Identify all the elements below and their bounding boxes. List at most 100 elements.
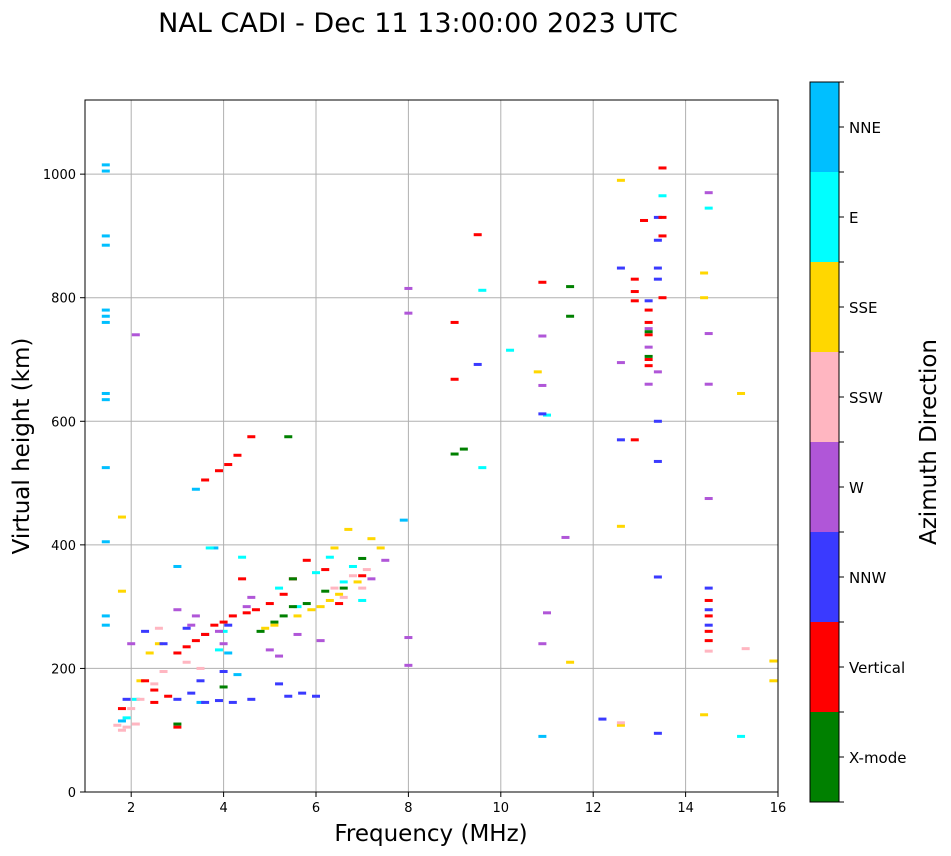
data-point xyxy=(353,580,362,584)
data-point xyxy=(224,651,233,655)
data-point xyxy=(538,334,547,338)
colorbar-segment xyxy=(810,712,839,802)
plot-frame xyxy=(84,99,779,793)
data-point xyxy=(279,614,288,618)
data-point xyxy=(616,361,625,365)
data-point xyxy=(704,639,713,643)
data-point xyxy=(376,546,385,550)
data-point xyxy=(450,377,459,381)
data-point xyxy=(769,659,778,663)
data-point xyxy=(658,296,667,300)
data-point xyxy=(700,296,709,300)
data-point xyxy=(769,679,778,683)
data-point xyxy=(141,629,150,633)
data-point xyxy=(219,685,228,689)
data-point xyxy=(704,629,713,633)
data-point xyxy=(101,314,110,318)
series-ssw xyxy=(113,568,750,732)
data-point xyxy=(644,320,653,324)
colorbar-tick-label: NNW xyxy=(849,569,886,587)
data-point xyxy=(367,577,376,581)
data-point xyxy=(219,620,228,624)
data-point xyxy=(644,382,653,386)
chart-title: NAL CADI - Dec 11 13:00:00 2023 UTC xyxy=(158,8,678,39)
data-point xyxy=(741,647,750,651)
data-point xyxy=(704,598,713,602)
data-point xyxy=(101,169,110,173)
data-point xyxy=(630,299,639,303)
data-point xyxy=(145,651,154,655)
data-point xyxy=(187,623,196,627)
data-point xyxy=(543,413,551,417)
data-point xyxy=(293,605,302,609)
data-point xyxy=(616,721,625,725)
data-point xyxy=(275,682,284,686)
data-point xyxy=(201,632,210,636)
plot-area: 2 4 6 8 10 12 14 16 0 200 400 600 800 1000 xyxy=(43,99,787,816)
y-axis-label: Virtual height (km) xyxy=(9,338,35,555)
data-point xyxy=(566,285,575,289)
data-point xyxy=(117,707,126,711)
data-point xyxy=(404,311,413,315)
colorbar-tick-label: SSE xyxy=(849,299,878,317)
data-point xyxy=(330,586,339,590)
data-point xyxy=(307,608,316,612)
data-point xyxy=(704,332,713,336)
data-point xyxy=(288,577,297,581)
data-point xyxy=(154,642,163,646)
data-point xyxy=(358,574,367,578)
data-point xyxy=(228,614,237,618)
data-point xyxy=(704,382,713,386)
data-point xyxy=(358,598,367,602)
data-point xyxy=(653,277,662,281)
data-point xyxy=(117,728,126,732)
colorbar-tick-label: NNE xyxy=(849,119,881,137)
data-point xyxy=(201,700,210,704)
x-tick-label: 10 xyxy=(493,801,510,816)
series-nne xyxy=(101,163,547,738)
data-point xyxy=(275,654,284,658)
data-point xyxy=(473,362,482,366)
data-point xyxy=(538,383,547,387)
data-point xyxy=(598,717,607,721)
data-point xyxy=(339,580,348,584)
data-point xyxy=(348,574,357,578)
data-point xyxy=(293,614,302,618)
data-point xyxy=(127,707,136,711)
y-tick-label: 1000 xyxy=(43,168,76,183)
y-tick-label: 400 xyxy=(51,539,76,554)
data-point xyxy=(653,459,662,463)
data-point xyxy=(478,466,487,470)
data-point xyxy=(459,447,468,451)
data-point xyxy=(182,645,191,649)
plot-background xyxy=(85,100,778,792)
data-point xyxy=(302,558,311,562)
data-point xyxy=(450,452,459,456)
colorbar: X-mode Vertical NNW W SSW SSE E NNE xyxy=(809,81,906,803)
data-point xyxy=(164,694,173,698)
data-point xyxy=(658,215,667,219)
data-point xyxy=(653,419,662,423)
data-point xyxy=(270,620,279,624)
x-tick-label: 16 xyxy=(770,801,787,816)
colorbar-label: Azimuth Direction xyxy=(916,339,942,545)
data-point xyxy=(219,642,228,646)
data-point xyxy=(187,691,196,695)
data-point xyxy=(653,215,662,219)
data-point xyxy=(533,370,542,374)
data-point xyxy=(242,611,251,615)
data-point xyxy=(233,673,242,677)
data-point xyxy=(704,608,713,612)
y-tick-label: 200 xyxy=(51,662,76,677)
data-point xyxy=(173,725,182,729)
data-point xyxy=(653,370,662,374)
data-point xyxy=(173,722,182,726)
data-point xyxy=(101,466,110,470)
x-tick-label: 4 xyxy=(219,801,227,816)
data-point xyxy=(101,308,110,312)
data-point xyxy=(335,602,344,606)
colorbar-segment xyxy=(810,622,839,712)
data-point xyxy=(312,694,320,698)
data-point xyxy=(196,700,205,704)
data-point xyxy=(358,586,367,590)
